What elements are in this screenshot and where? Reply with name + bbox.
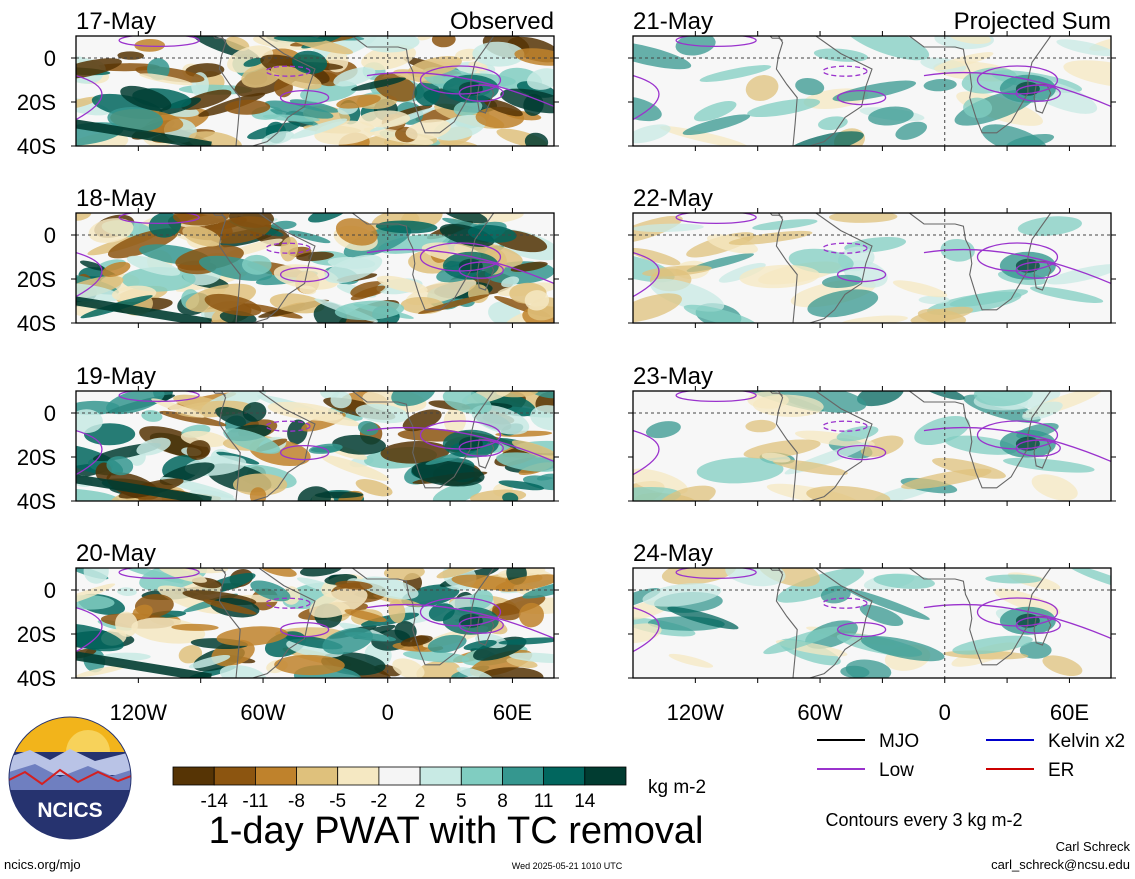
legend-label: ER — [1048, 760, 1074, 781]
footer-email: carl_schreck@ncsu.edu — [991, 857, 1130, 872]
panel-date-label: 17-May — [76, 8, 156, 35]
panel-date-label: 21-May — [633, 8, 713, 35]
colorbar-swatch — [296, 766, 339, 786]
y-tick-label: 20S — [17, 622, 56, 647]
logo-text: NCICS — [37, 799, 102, 822]
y-tick-label: 0 — [44, 578, 56, 603]
colorbar-swatch — [502, 766, 545, 786]
colorbar-tick-label: -2 — [370, 791, 387, 812]
panel-date-label: 20-May — [76, 540, 156, 567]
colorbar-tick-label: -11 — [242, 791, 268, 812]
map-panel — [71, 31, 559, 151]
y-tick-label: 40S — [17, 311, 56, 336]
y-tick-label: 20S — [17, 445, 56, 470]
colorbar-swatch — [460, 766, 503, 786]
map-panel — [628, 208, 1116, 328]
ncics-logo: NCICS — [8, 716, 132, 840]
panel-date-label: 22-May — [633, 185, 713, 212]
contour-note: Contours every 3 kg m-2 — [825, 810, 1022, 830]
map-panel — [71, 563, 559, 683]
colorbar-unit: kg m-2 — [648, 777, 706, 798]
y-tick-label: 40S — [17, 489, 56, 514]
y-tick-label: 0 — [44, 401, 56, 426]
y-tick-label: 40S — [17, 666, 56, 691]
colorbar-swatch — [213, 766, 256, 786]
y-tick-label: 20S — [17, 267, 56, 292]
footer-site: ncics.org/mjo — [4, 857, 81, 872]
colorbar-swatch — [337, 766, 380, 786]
panel-date-label: 24-May — [633, 540, 713, 567]
colorbar-tick-label: 14 — [574, 791, 596, 812]
x-tick-label: 120W — [110, 700, 168, 725]
x-tick-label: 120W — [667, 700, 725, 725]
figure-title: 1-day PWAT with TC removal — [209, 810, 704, 852]
colorbar-tick-label: 5 — [456, 791, 467, 812]
y-tick-label: 40S — [17, 134, 56, 159]
map-panel — [71, 208, 559, 328]
x-tick-label: 60W — [240, 700, 285, 725]
x-tick-label: 60E — [493, 700, 532, 725]
colorbar-swatch — [543, 766, 586, 786]
y-tick-label: 20S — [17, 90, 56, 115]
colorbar-tick-label: -8 — [288, 791, 305, 812]
colorbar-swatch — [254, 766, 297, 786]
x-tick-label: 0 — [939, 700, 951, 725]
colorbar-swatch — [419, 766, 462, 786]
legend-label: Low — [879, 760, 914, 781]
panel-date-label: 23-May — [633, 363, 713, 390]
x-tick-label: 60E — [1050, 700, 1089, 725]
colorbar-swatch — [172, 766, 215, 786]
colorbar-tick-label: 2 — [415, 791, 426, 812]
colorbar-tick-label: -14 — [200, 791, 228, 812]
map-panel — [628, 31, 1116, 151]
colorbar-swatch — [378, 766, 421, 786]
x-tick-label: 0 — [382, 700, 394, 725]
colorbar-tick-label: 8 — [497, 791, 508, 812]
colorbar-swatch — [584, 766, 627, 786]
map-panel — [628, 563, 1116, 683]
column-header: Observed — [450, 8, 554, 35]
map-panel — [628, 386, 1116, 506]
panel-date-label: 18-May — [76, 185, 156, 212]
panel-date-label: 19-May — [76, 363, 156, 390]
legend-label: MJO — [879, 731, 919, 752]
y-tick-label: 0 — [44, 46, 56, 71]
colorbar-tick-label: 11 — [534, 791, 554, 812]
x-tick-label: 60W — [797, 700, 842, 725]
map-panel — [71, 386, 559, 506]
colorbar-tick-label: -5 — [329, 791, 346, 812]
footer-timestamp: Wed 2025-05-21 1010 UTC — [512, 861, 623, 871]
column-header: Projected Sum — [954, 8, 1111, 35]
legend-label: Kelvin x2 — [1048, 731, 1125, 752]
footer-author: Carl Schreck — [1056, 839, 1131, 854]
y-tick-label: 0 — [44, 223, 56, 248]
